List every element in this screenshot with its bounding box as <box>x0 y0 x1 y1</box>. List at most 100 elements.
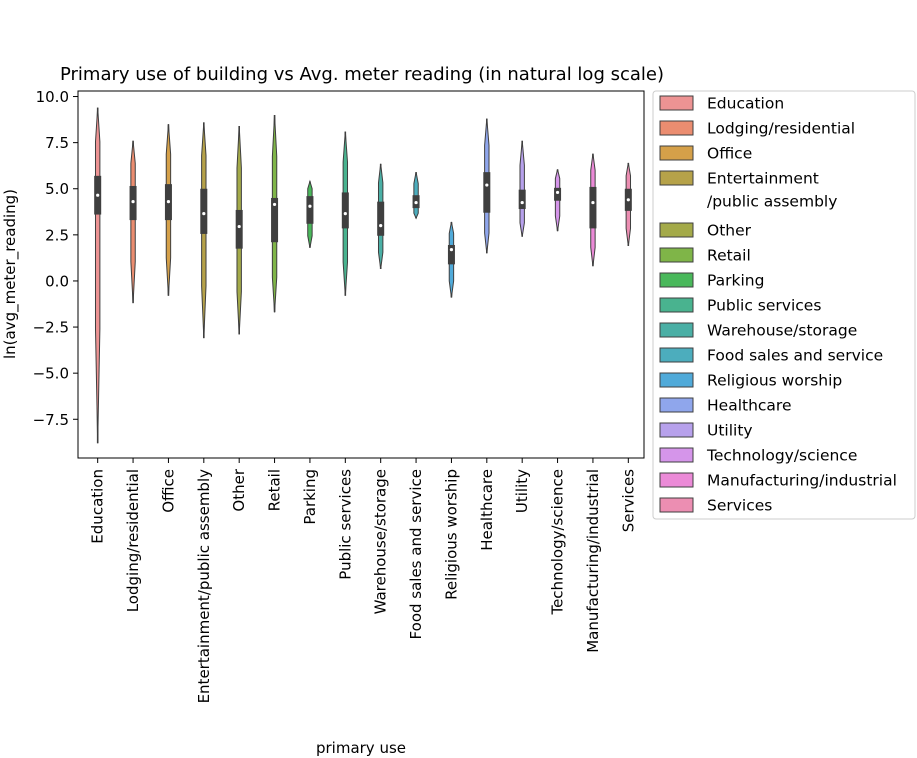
violin-median-point <box>343 212 347 216</box>
legend-swatch <box>659 372 694 388</box>
legend-label: Office <box>707 145 752 163</box>
x-tick-label: Warehouse/storage <box>372 469 390 614</box>
y-tick-label: 7.5 <box>45 134 69 152</box>
x-tick-label: Office <box>159 469 177 513</box>
y-tick-label: −5.0 <box>33 365 69 383</box>
violin-9 <box>377 163 385 270</box>
y-tick-label: 5.0 <box>45 180 69 198</box>
legend-entry: Warehouse/storage <box>659 322 857 340</box>
x-tick-label: Food sales and service <box>407 469 425 639</box>
legend-frame <box>652 90 916 520</box>
x-tick-label: Religious worship <box>442 469 460 600</box>
x-axis-label: primary use <box>316 739 406 757</box>
x-tick-label: Parking <box>301 469 319 525</box>
violin-8 <box>341 131 349 296</box>
violin-iqr-box <box>447 244 455 265</box>
legend-entry: Retail <box>659 247 751 265</box>
violin-iqr-box <box>200 188 208 234</box>
legend-entry: Technology/science <box>659 447 857 465</box>
legend-label: Food sales and service <box>707 347 883 365</box>
legend-swatch <box>659 95 694 111</box>
legend-entry: Lodging/residential <box>659 120 855 138</box>
violin-median-point <box>555 190 560 195</box>
legend-entry: Public services <box>659 297 821 315</box>
violin-median-point <box>414 200 418 205</box>
legend-swatch <box>659 145 694 161</box>
x-tick-label: Education <box>89 469 107 544</box>
legend-label: Entertainment <box>707 170 819 188</box>
violin-median-point <box>626 198 630 202</box>
legend-swatch <box>659 222 694 238</box>
legend-entry: Utility <box>659 422 753 440</box>
violin-median-point <box>591 200 595 205</box>
legend-swatch <box>659 170 694 186</box>
legend-swatch <box>659 347 694 363</box>
violin-median-point <box>237 224 241 229</box>
legend-swatch <box>659 447 694 463</box>
violin-body <box>519 140 525 237</box>
violin-4 <box>200 122 208 339</box>
legend-entry: Services <box>659 497 772 515</box>
violin-median-point <box>449 248 454 252</box>
x-tick-label: Other <box>230 468 248 511</box>
legend-entry: Manufacturing/industrial <box>659 472 897 490</box>
violin-iqr-box <box>554 187 562 201</box>
violin-median-point <box>485 183 489 187</box>
x-tick-label: Entertainment/public assembly <box>195 469 213 704</box>
violin-5 <box>235 126 243 335</box>
violin-1 <box>94 107 102 444</box>
y-axis-label: ln(avg_meter_reading) <box>1 189 20 359</box>
legend-entry: Religious worship <box>659 372 842 390</box>
violin-median-point <box>520 200 524 205</box>
violin-10 <box>412 172 420 220</box>
legend-label: Healthcare <box>707 397 792 415</box>
violin-iqr-box <box>483 172 491 213</box>
violin-median-point <box>202 212 206 216</box>
legend-swatch <box>659 247 694 263</box>
legend-swatch <box>659 297 694 313</box>
violin-11 <box>447 221 455 298</box>
legend-swatch <box>659 422 694 438</box>
violin-12 <box>483 118 491 254</box>
violin-median-point <box>379 224 383 228</box>
x-tick-label: Utility <box>513 469 531 513</box>
legend-label: Technology/science <box>706 447 857 465</box>
legend-label: Lodging/residential <box>707 120 855 138</box>
legend-label: Warehouse/storage <box>707 322 857 340</box>
legend-label: Retail <box>707 247 751 265</box>
legend-swatch <box>659 120 694 136</box>
violin-15 <box>589 153 597 267</box>
violin-3 <box>164 124 172 296</box>
legend-entry: Parking <box>659 272 764 290</box>
legend-entry: Office <box>659 145 752 163</box>
violin-median-point <box>131 200 135 204</box>
y-tick-label: −7.5 <box>33 411 69 429</box>
legend-entry: Entertainment/public assembly <box>659 170 837 211</box>
legend-swatch <box>659 472 694 488</box>
legend-swatch <box>659 397 694 413</box>
legend-swatch <box>659 272 694 288</box>
legend-entry: Food sales and service <box>659 347 883 365</box>
violin-body <box>130 140 136 304</box>
x-tick-label: Lodging/residential <box>124 469 142 612</box>
legend-label: Manufacturing/industrial <box>707 472 897 490</box>
legend-entry: Education <box>659 95 784 113</box>
legend-label: Parking <box>707 272 764 290</box>
y-tick-label: 2.5 <box>45 226 69 244</box>
violin-median-point <box>166 200 171 204</box>
violin-2 <box>129 140 137 304</box>
y-tick-label: 10.0 <box>36 88 69 106</box>
violin-13 <box>518 140 526 237</box>
legend-label: Services <box>707 497 772 515</box>
violin-16 <box>624 162 632 246</box>
y-tick-label: 0.0 <box>45 272 69 290</box>
legend-label: /public assembly <box>707 193 837 211</box>
violin-6 <box>271 114 279 313</box>
violin-iqr-box <box>306 196 314 224</box>
violin-body <box>94 107 101 444</box>
legend-label: Utility <box>707 422 753 440</box>
violin-7 <box>306 179 314 248</box>
x-tick-label: Technology/science <box>549 469 567 616</box>
violin-iqr-box <box>589 186 597 229</box>
